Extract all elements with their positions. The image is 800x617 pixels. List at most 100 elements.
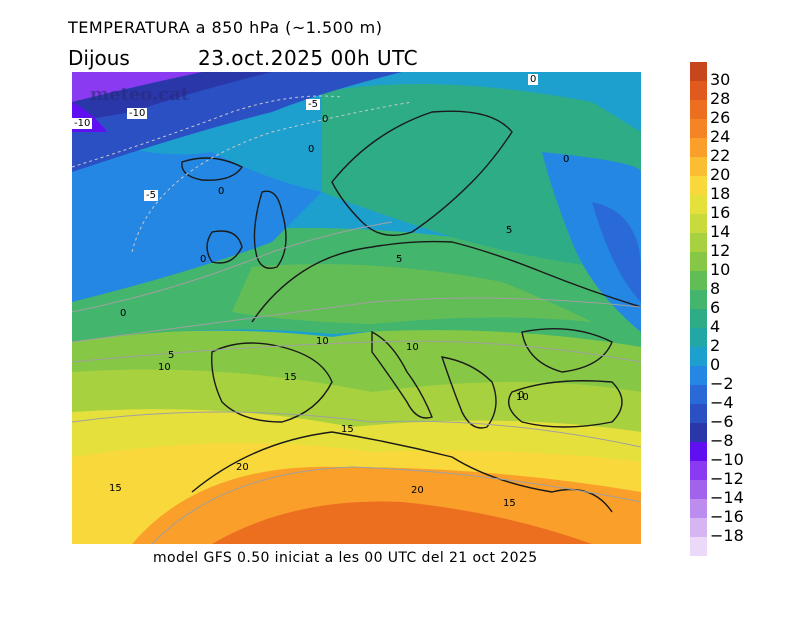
- temperature-map: meteo.cat -10 -10 -5 -5 0 0 0 0 0 0 0 0 …: [72, 72, 641, 544]
- color-scale-label: −6: [710, 412, 734, 431]
- date-label: 23.oct.2025 00h UTC: [198, 46, 419, 70]
- cold-contours: [72, 95, 413, 253]
- contour-label: 5: [506, 225, 513, 236]
- color-swatch: [690, 81, 707, 100]
- zone-east-cold: [542, 152, 641, 332]
- color-swatch: [690, 119, 707, 138]
- north-africa-coast: [191, 431, 613, 513]
- contour-label: -10: [127, 108, 148, 119]
- turkey-coast: [508, 380, 623, 428]
- contour-15: [72, 411, 641, 448]
- color-scale-label: 28: [710, 89, 731, 108]
- contour-label: 0: [308, 144, 315, 155]
- warm-contours: [72, 221, 641, 544]
- color-swatch: [690, 309, 707, 328]
- color-swatch: [690, 233, 707, 252]
- color-swatch: [690, 537, 707, 556]
- color-scale-label: −2: [710, 374, 734, 393]
- contour-label: 5: [396, 254, 403, 265]
- color-swatch: [690, 347, 707, 366]
- contour-label: 5: [168, 350, 175, 361]
- color-swatch: [690, 290, 707, 309]
- black-sea-coast: [521, 328, 613, 373]
- contour-label: 0: [218, 186, 225, 197]
- iberia-coast: [211, 342, 333, 423]
- contour-label: 20: [411, 485, 424, 496]
- contour-label: 15: [503, 498, 516, 509]
- contour-minus5: [72, 95, 343, 168]
- color-swatch: [690, 404, 707, 423]
- color-scale-label: −4: [710, 393, 734, 412]
- color-scale-label: 12: [710, 241, 731, 260]
- color-scale-label: 4: [710, 317, 721, 336]
- color-scale-label: 16: [710, 203, 731, 222]
- scandinavia-coast: [331, 110, 513, 236]
- color-swatch: [690, 366, 707, 385]
- color-scale-label: 22: [710, 146, 731, 165]
- color-swatch: [690, 195, 707, 214]
- color-scale-label: 10: [710, 260, 731, 279]
- color-scale-label: −8: [710, 431, 734, 450]
- color-swatch: [690, 100, 707, 119]
- color-scale-label: −16: [710, 507, 744, 526]
- color-scale-label: −18: [710, 526, 744, 545]
- color-swatch: [690, 442, 707, 461]
- color-scale-label: 0: [710, 355, 721, 374]
- color-swatch: [690, 62, 707, 81]
- model-info: model GFS 0.50 iniciat a les 00 UTC del …: [153, 550, 538, 566]
- color-swatch: [690, 138, 707, 157]
- contour-20: [151, 466, 641, 544]
- contour-5: [72, 297, 641, 343]
- contour-label: 15: [109, 483, 122, 494]
- contour-0: [72, 221, 393, 313]
- contour-label: 15: [284, 372, 297, 383]
- color-swatch: [690, 157, 707, 176]
- map-canvas: [72, 72, 641, 544]
- watermark: meteo.cat: [90, 84, 190, 105]
- color-scale-label: 30: [710, 70, 731, 89]
- contour-label: 20: [236, 462, 249, 473]
- color-swatch: [690, 385, 707, 404]
- color-scale-label: 14: [710, 222, 731, 241]
- color-scale-label: 8: [710, 279, 721, 298]
- contour-label: -10: [72, 118, 93, 129]
- contour-10: [72, 340, 641, 363]
- contour-label: 0: [200, 254, 207, 265]
- contour-label: 10: [316, 336, 329, 347]
- contour-label: -5: [306, 99, 320, 110]
- color-scale-label: 2: [710, 336, 721, 355]
- color-swatch: [690, 214, 707, 233]
- color-swatch: [690, 499, 707, 518]
- color-scale-label: 24: [710, 127, 731, 146]
- balkans-coast: [440, 356, 497, 429]
- contour-label: 0: [322, 114, 329, 125]
- color-swatch: [690, 176, 707, 195]
- contour-label: 15: [341, 424, 354, 435]
- italy-coast: [371, 330, 433, 419]
- color-scale-label: −14: [710, 488, 744, 507]
- day-label: Dijous: [68, 46, 130, 70]
- color-swatch: [690, 252, 707, 271]
- north-europe-coast: [251, 240, 641, 323]
- color-scale-label: 6: [710, 298, 721, 317]
- contour-label: 10: [158, 362, 171, 373]
- color-swatch: [690, 328, 707, 347]
- contour-label: 0: [528, 74, 539, 85]
- zone-greenland: [72, 72, 202, 102]
- color-swatch: [690, 271, 707, 290]
- contour-label: -5: [144, 190, 158, 201]
- color-swatch: [690, 423, 707, 442]
- contour-label: 10: [406, 342, 419, 353]
- color-scale-label: −12: [710, 469, 744, 488]
- zone-4: [322, 84, 641, 272]
- britain-coast: [253, 190, 287, 269]
- zone-atlantic: [72, 132, 322, 302]
- chart-title: TEMPERATURA a 850 hPa (~1.500 m): [68, 18, 383, 37]
- contour-minus5b: [131, 101, 413, 253]
- color-scale-label: 26: [710, 108, 731, 127]
- contour-label: 10: [516, 392, 529, 403]
- contour-label: 0: [518, 390, 525, 401]
- ireland-coast: [206, 230, 243, 264]
- contour-label: 0: [120, 308, 127, 319]
- zone-east-colder: [592, 202, 641, 302]
